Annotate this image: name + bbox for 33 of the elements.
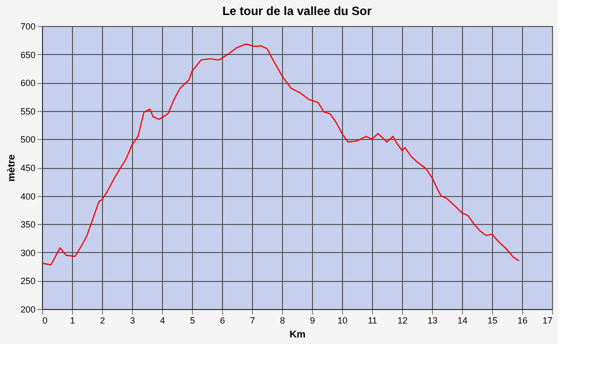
y-tick-label: 650 [20,50,36,60]
x-tick-label: 5 [190,316,196,326]
x-tick-label: 15 [487,316,498,326]
x-axis-title: Km [289,330,306,340]
x-tick-label: 13 [427,316,438,326]
y-tick-label: 450 [20,163,36,173]
x-tick-label: 17 [542,316,552,326]
y-tick-label: 350 [20,220,36,230]
x-tick-label: 3 [130,316,136,326]
x-tick-label: 0 [42,316,48,326]
y-tick-label: 700 [20,22,36,32]
x-tick-label: 16 [517,316,528,326]
y-tick-label: 400 [20,191,36,202]
y-tick-label: 550 [20,106,36,116]
x-tick-label: 14 [457,316,468,326]
x-tick-label: 1 [70,316,76,326]
x-tick-label: 7 [250,316,256,326]
x-tick-label: 8 [280,316,286,326]
y-tick-label: 200 [20,304,36,314]
y-tick-label: 250 [20,276,36,286]
line-series [41,44,520,266]
y-tick-label: 500 [20,134,36,145]
x-tick-label: 12 [397,316,408,326]
y-tick-label: 600 [20,78,36,88]
y-tick-label: 300 [20,248,36,258]
x-tick-label: 11 [368,316,378,326]
x-tick-label: 2 [100,316,106,326]
x-tick-label: 9 [310,316,316,326]
x-tick-label: 6 [220,316,226,326]
chart-title: Le tour de la vallee du Sor [222,4,372,18]
y-axis-title: mètre [6,154,18,182]
x-tick-label: 10 [337,316,348,326]
x-tick-label: 4 [160,316,166,326]
